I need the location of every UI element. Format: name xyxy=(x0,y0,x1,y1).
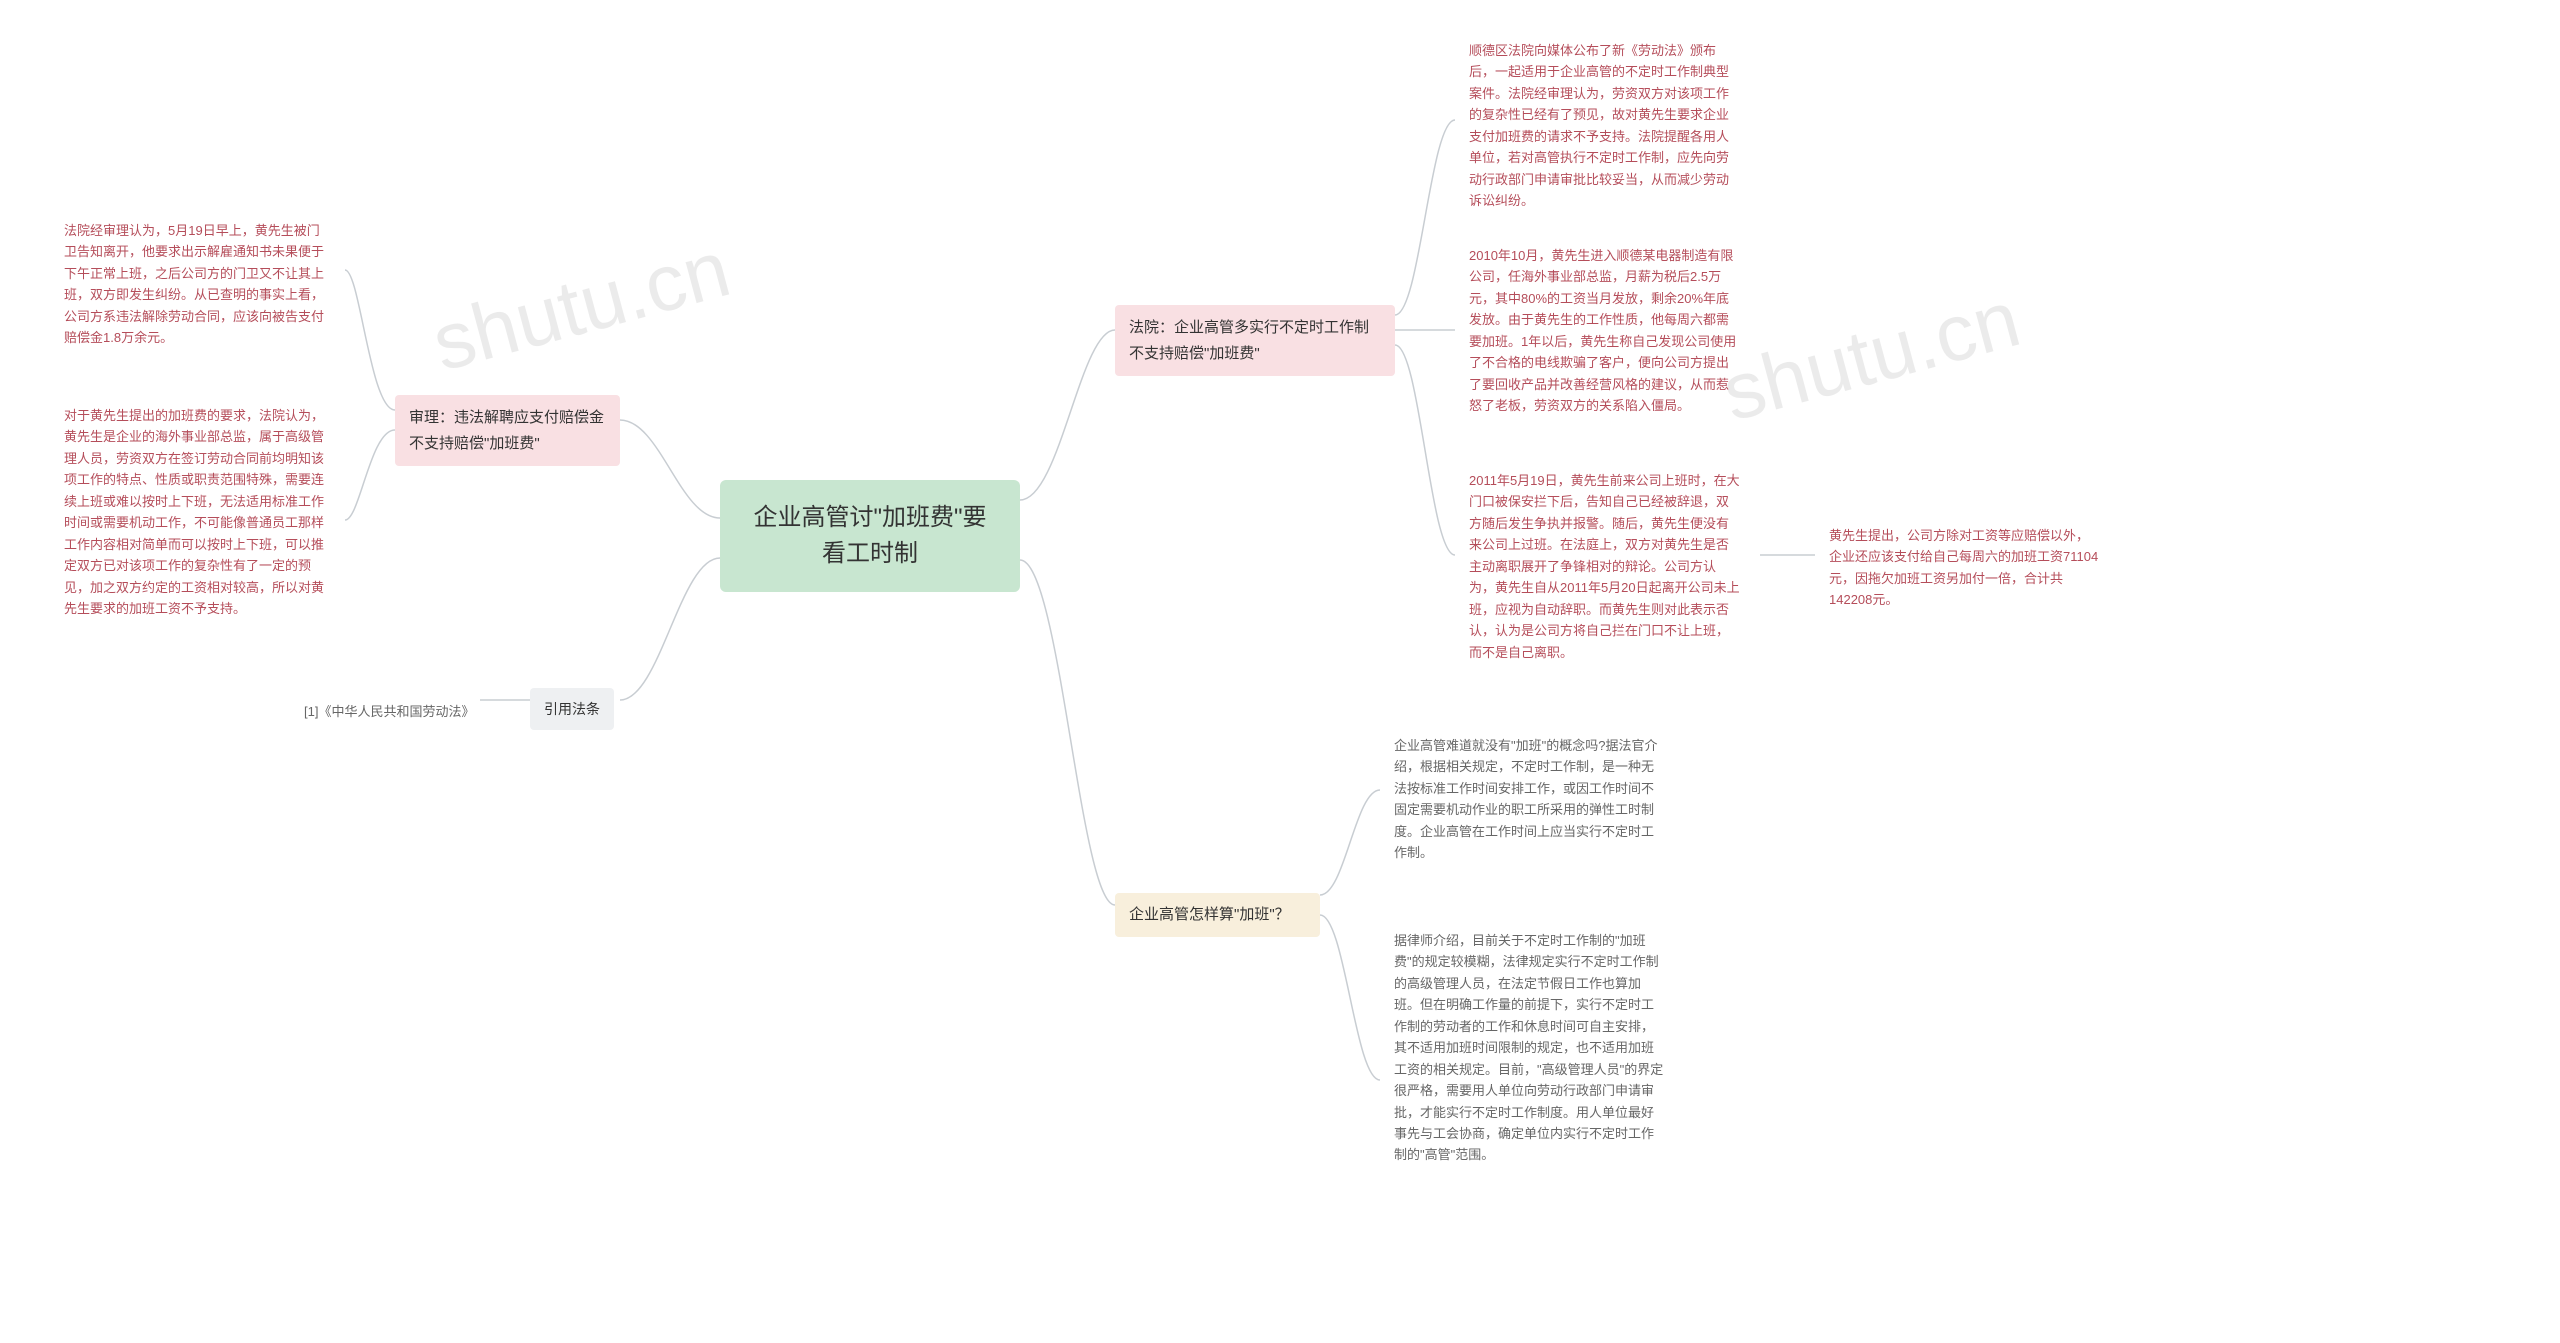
court-leaf-3: 2011年5月19日，黄先生前来公司上班时，在大门口被保安拦下后，告知自己已经被… xyxy=(1455,460,1755,673)
trial-label: 审理：违法解聘应支付赔偿金 不支持赔偿"加班费" xyxy=(409,409,604,452)
watermark-text: shutu.cn xyxy=(424,223,739,387)
court-leaf-3-sub: 黄先生提出，公司方除对工资等应赔偿以外，企业还应该支付给自己每周六的加班工资71… xyxy=(1815,515,2115,621)
citation-node[interactable]: 引用法条 xyxy=(530,688,614,730)
overtime-leaf-2: 据律师介绍，目前关于不定时工作制的"加班费"的规定较模糊，法律规定实行不定时工作… xyxy=(1380,920,1680,1176)
trial-leaf-2: 对于黄先生提出的加班费的要求，法院认为，黄先生是企业的海外事业部总监，属于高级管… xyxy=(50,395,345,629)
trial-leaf-1: 法院经审理认为，5月19日早上，黄先生被门卫告知离开，他要求出示解雇通知书未果便… xyxy=(50,210,345,359)
citation-item: [1]《中华人民共和国劳动法》 xyxy=(290,692,488,733)
overtime-node[interactable]: 企业高管怎样算"加班"？ xyxy=(1115,893,1320,937)
trial-node[interactable]: 审理：违法解聘应支付赔偿金 不支持赔偿"加班费" xyxy=(395,395,620,466)
court-leaf-2: 2010年10月，黄先生进入顺德某电器制造有限公司，任海外事业部总监，月薪为税后… xyxy=(1455,235,1755,427)
overtime-label: 企业高管怎样算"加班"？ xyxy=(1129,906,1290,923)
connector-lines xyxy=(0,0,2560,1343)
court-leaf-1: 顺德区法院向媒体公布了新《劳动法》颁布后，一起适用于企业高管的不定时工作制典型案… xyxy=(1455,30,1755,222)
court-node[interactable]: 法院：企业高管多实行不定时工作制 不支持赔偿"加班费" xyxy=(1115,305,1395,376)
court-label: 法院：企业高管多实行不定时工作制 不支持赔偿"加班费" xyxy=(1129,319,1369,362)
citation-label: 引用法条 xyxy=(544,701,600,717)
watermark-text: shutu.cn xyxy=(1714,273,2029,437)
center-title: 企业高管讨"加班费"要看工时制 xyxy=(753,504,986,567)
overtime-leaf-1: 企业高管难道就没有"加班"的概念吗?据法官介绍，根据相关规定，不定时工作制，是一… xyxy=(1380,725,1680,874)
center-topic[interactable]: 企业高管讨"加班费"要看工时制 xyxy=(720,480,1020,592)
